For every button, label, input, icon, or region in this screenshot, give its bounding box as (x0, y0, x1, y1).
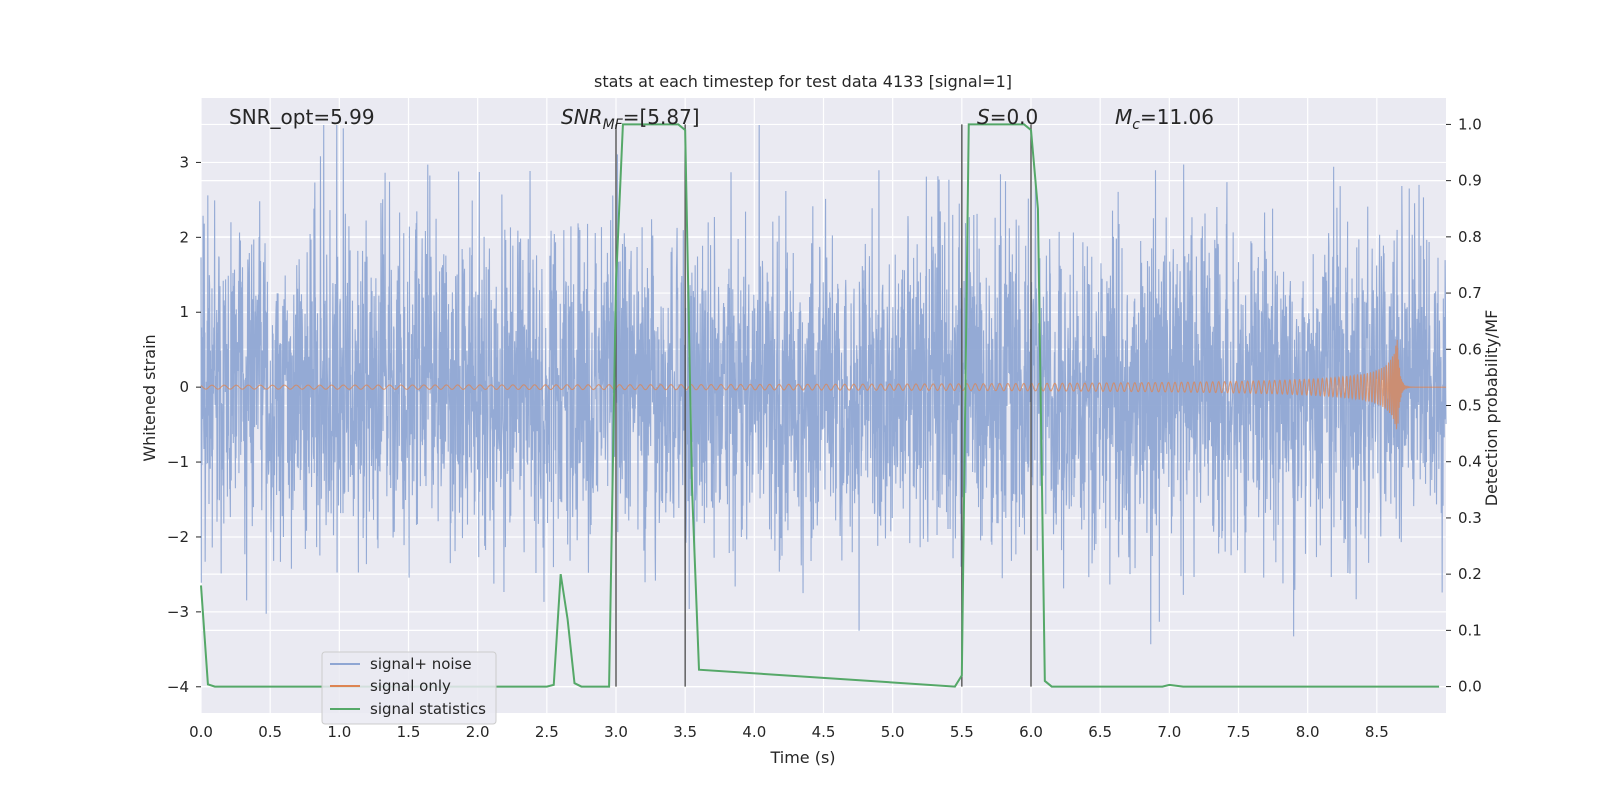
y-tick-label-right: 0.5 (1458, 397, 1482, 415)
annotation-mc: Mc=11.06 (1115, 105, 1214, 133)
signal-trace (200, 339, 1446, 430)
y-tick-label-left: 1 (179, 303, 189, 321)
y-tick-label-right: 0.7 (1458, 284, 1482, 302)
legend: signal+ noise signal only signal statist… (321, 651, 497, 725)
y-axis-label-right: Detection probability/MF (1482, 310, 1501, 507)
legend-label-signal-only: signal only (370, 677, 451, 695)
annotation-s: S=0.0 (977, 105, 1038, 129)
x-tick-label: 4.5 (812, 723, 836, 741)
x-tick-label: 7.5 (1227, 723, 1251, 741)
noise-trace (200, 124, 1447, 645)
x-tick-label: 0.0 (189, 723, 213, 741)
y-tick-label-right: 0.3 (1458, 509, 1482, 527)
y-tick-label-right: 1.0 (1458, 115, 1482, 133)
vertical-markers (615, 124, 1032, 687)
x-tick-label: 3.5 (673, 723, 697, 741)
y-tick-label-right: 0.2 (1458, 565, 1482, 583)
y-tick-label-left: 2 (179, 228, 189, 246)
x-tick-label: 3.0 (604, 723, 628, 741)
chart-title: stats at each timestep for test data 413… (594, 72, 1012, 91)
y-axis-label-left: Whitened strain (140, 334, 159, 461)
x-tick-label: 7.0 (1157, 723, 1181, 741)
x-tick-label: 8.0 (1296, 723, 1320, 741)
x-tick-label: 4.0 (742, 723, 766, 741)
x-tick-label: 5.5 (950, 723, 974, 741)
y-tick-label-left: −4 (167, 678, 189, 696)
x-tick-label: 2.5 (535, 723, 559, 741)
x-axis-label: Time (s) (769, 748, 835, 767)
annotation-snr-opt: SNR_opt=5.99 (229, 105, 375, 129)
x-tick-label: 1.0 (327, 723, 351, 741)
y-tick-label-right: 0.8 (1458, 228, 1482, 246)
annotation-s-base: S (977, 105, 990, 129)
y-tick-label-right: 0.6 (1458, 340, 1482, 358)
y-tick-label-right: 0.4 (1458, 453, 1482, 471)
annotation-mc-value: =11.06 (1140, 105, 1214, 129)
annotation-snr-mf-value: =[5.87] (623, 105, 700, 129)
annotation-snr-mf: SNRMF=[5.87] (561, 105, 700, 133)
x-tick-label: 0.5 (258, 723, 282, 741)
y-tick-label-left: −3 (167, 603, 189, 621)
x-tick-label: 8.5 (1365, 723, 1389, 741)
annotation-s-value: =0.0 (990, 105, 1039, 129)
y-tick-label-right: 0.0 (1458, 678, 1482, 696)
x-tick-label: 6.0 (1019, 723, 1043, 741)
x-tick-label: 1.5 (397, 723, 421, 741)
legend-box (321, 651, 497, 725)
y-tick-label-right: 0.1 (1458, 621, 1482, 639)
series-signal-only (200, 339, 1446, 430)
annotation-mc-base: M (1115, 105, 1132, 129)
y-tick-label-left: 3 (179, 153, 189, 171)
series-signal-statistics (200, 123, 1440, 688)
annotation-snr-mf-base: SNR (561, 105, 603, 129)
x-tick-label: 6.5 (1088, 723, 1112, 741)
y-tick-label-left: −1 (167, 453, 189, 471)
y-tick-label-left: −2 (167, 528, 189, 546)
annotation-snr-mf-sub: MF (603, 117, 624, 133)
series-signal-plus-noise (200, 124, 1447, 645)
legend-label-signal-statistics: signal statistics (370, 700, 486, 718)
y-tick-label-right: 0.9 (1458, 172, 1482, 190)
statistics-line (200, 123, 1440, 688)
x-tick-label: 2.0 (466, 723, 490, 741)
legend-label-signal-plus-noise: signal+ noise (370, 655, 472, 673)
y-tick-label-left: 0 (179, 378, 189, 396)
ticks: 0.0 0.5 1.0 1.5 2.0 2.5 3.0 3.5 4.0 4.5 5.0 5.5 6.0 6… (167, 115, 1482, 741)
annotation-mc-sub: c (1132, 117, 1140, 133)
x-tick-label: 5.0 (881, 723, 905, 741)
